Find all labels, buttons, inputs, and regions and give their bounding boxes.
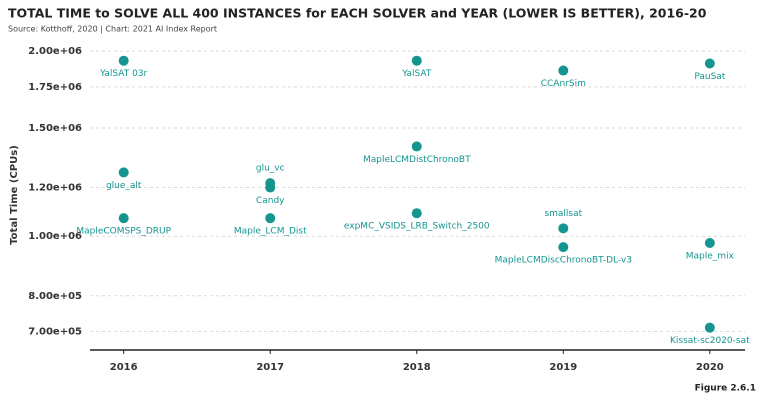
x-tick-label: 2017 [256,362,284,373]
data-point [558,242,569,253]
point-label: MapleLCMDiscChronoBT-DL-v3 [495,256,632,266]
point-label: MapleCOMSPS_DRUP [76,227,171,237]
y-tick-label: 1.75e+06 [28,82,82,93]
data-point [118,213,129,224]
data-point [558,223,569,234]
point-label: Kissat-sc2020-sat [670,336,750,346]
point-label: Candy [256,196,285,206]
x-tick-label: 2019 [549,362,577,373]
y-tick-label: 8.00e+05 [28,291,82,302]
chart-subtitle: Source: Kotthoff, 2020 | Chart: 2021 AI … [8,25,217,34]
point-label: CCAnrSim [541,79,586,89]
data-point [118,55,129,66]
point-label: glue_alt [106,181,142,191]
data-point [411,55,422,66]
point-label: smallsat [544,209,582,219]
chart-title: TOTAL TIME to SOLVE ALL 400 INSTANCES fo… [8,6,707,21]
y-tick-label: 1.50e+06 [28,123,82,134]
data-point [704,58,715,69]
data-point [265,182,276,193]
data-point [704,237,715,248]
y-tick-label: 1.00e+06 [28,231,82,242]
data-point [411,141,422,152]
point-label: MapleLCMDistChronoBT [363,155,471,165]
y-axis-label: Total Time (CPUs) [9,145,20,245]
y-tick-label: 7.00e+05 [28,326,82,337]
data-point [558,65,569,76]
data-point [704,322,715,333]
x-tick-label: 2016 [110,362,138,373]
point-label: PauSat [694,72,725,82]
point-label: YalSAT [401,69,432,79]
figure-label: Figure 2.6.1 [695,384,756,394]
point-label: glu_vc [256,164,285,174]
x-tick-label: 2020 [696,362,724,373]
point-label: expMC_VSIDS_LRB_Switch_2500 [344,222,490,232]
x-tick-label: 2018 [403,362,431,373]
data-point [411,208,422,219]
data-point [265,213,276,224]
point-label: Maple_LCM_Dist [234,227,307,237]
y-tick-label: 1.20e+06 [28,183,82,194]
data-point [118,167,129,178]
point-label: Maple_mix [686,251,735,261]
point-label: YalSAT 03r [99,69,147,79]
y-tick-label: 2.00e+06 [28,46,82,57]
